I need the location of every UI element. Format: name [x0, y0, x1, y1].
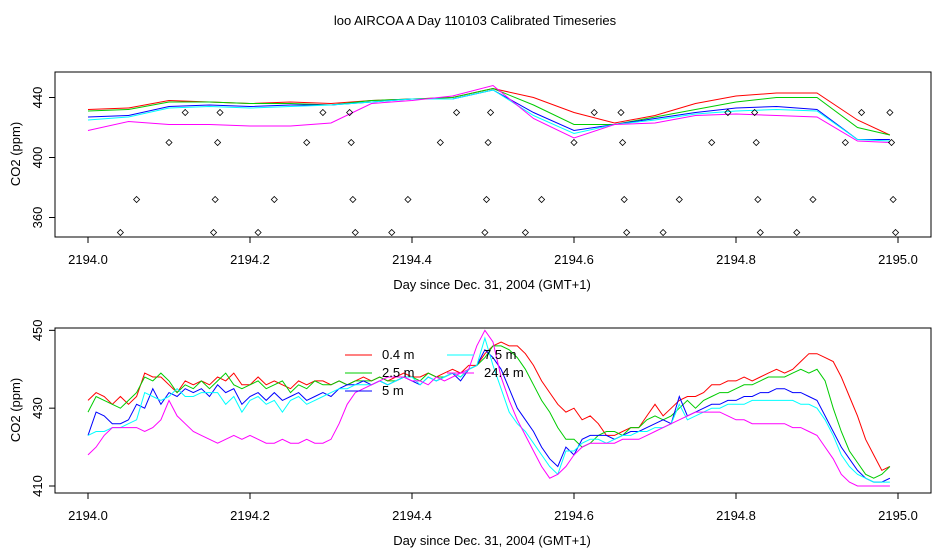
top-data-point [481, 228, 489, 237]
top-data-point [857, 108, 866, 117]
top-x-axis: 2194.0 2194.2 2194.4 2194.6 2194.8 2195.0 [68, 236, 918, 267]
bottom-x-tick-label: 2194.4 [392, 508, 432, 523]
top-data-point [346, 108, 354, 117]
bottom-x-tick-label: 2194.2 [230, 508, 270, 523]
top-plot-frame [54, 71, 932, 238]
top-x-tick-label: 2195.0 [878, 252, 918, 267]
top-x-tick-label: 2194.4 [392, 252, 432, 267]
top-y-axis: 360 400 440 [30, 87, 56, 229]
top-data-point [216, 108, 224, 117]
top-data-point [303, 138, 311, 147]
top-data-point [889, 195, 897, 204]
top-data-point [619, 138, 627, 147]
top-x-tick-label: 2194.2 [230, 252, 270, 267]
top-data-point [793, 228, 801, 237]
top-chart: 2194.0 2194.2 2194.4 2194.6 2194.8 2195.0 360… [8, 71, 932, 292]
top-y-tick-label: 360 [30, 207, 45, 229]
top-data-point [752, 138, 760, 147]
legend-label-3: 7.5 m [484, 347, 517, 362]
bottom-y-tick-label: 430 [30, 397, 45, 419]
top-data-point [892, 228, 900, 237]
top-data-point [886, 108, 894, 117]
bottom-x-axis: 2194.0 2194.2 2194.4 2194.6 2194.8 2195.0 [68, 492, 918, 523]
top-data-point [570, 138, 578, 147]
top-series-line-3 [87, 89, 890, 142]
figure-title: loo AIRCOA A Day 110103 Calibrated Times… [334, 13, 617, 28]
top-data-point [841, 138, 849, 147]
legend-label-0: 0.4 m [382, 347, 415, 362]
top-data-point [270, 195, 278, 204]
bottom-x-tick-label: 2194.0 [68, 508, 108, 523]
top-data-point [887, 138, 896, 147]
top-data-point [623, 228, 631, 237]
top-data-point [181, 108, 189, 117]
top-y-tick-label: 440 [30, 87, 45, 109]
top-data-point [349, 195, 357, 204]
top-x-axis-label: Day since Dec. 31, 2004 (GMT+1) [393, 277, 591, 292]
top-data-point [319, 108, 327, 117]
top-data-point [254, 228, 262, 237]
top-x-tick-label: 2194.6 [554, 252, 594, 267]
bottom-chart: 2194.0 2194.2 2194.4 2194.6 2194.8 2195.0 410… [8, 319, 932, 548]
top-data-point [484, 138, 492, 147]
top-y-axis-label: CO2 (ppm) [8, 122, 23, 186]
top-data-point [347, 138, 355, 147]
top-data-point [751, 108, 759, 117]
bottom-x-tick-label: 2195.0 [878, 508, 918, 523]
bottom-series-line-3 [87, 336, 890, 483]
legend-label-1: 2.5 m [382, 365, 415, 380]
bottom-series-line-0 [87, 341, 891, 472]
top-data-point [754, 195, 762, 204]
top-x-tick-label: 2194.8 [716, 252, 756, 267]
top-data-point [590, 108, 598, 117]
top-data-point [756, 228, 764, 237]
top-data-point [675, 195, 683, 204]
top-data-point [724, 108, 732, 117]
bottom-y-tick-label: 450 [30, 319, 45, 341]
legend-label-2: 5 m [382, 383, 404, 398]
top-series-layer [87, 84, 891, 143]
top-data-point [388, 228, 396, 237]
bottom-x-tick-label: 2194.6 [554, 508, 594, 523]
top-data-point [351, 228, 359, 237]
bottom-series-line-2 [87, 348, 891, 483]
top-data-point [165, 138, 173, 147]
top-data-point [133, 195, 141, 204]
top-data-point [404, 195, 412, 204]
bottom-y-axis-label: CO2 (ppm) [8, 378, 23, 442]
top-series-line-1 [87, 87, 891, 136]
top-data-point [482, 195, 491, 204]
top-series-line-0 [87, 87, 891, 136]
top-y-tick-label: 400 [30, 147, 45, 169]
top-series-line-4 [87, 84, 890, 143]
top-data-point [214, 138, 222, 147]
top-data-point [809, 195, 817, 204]
top-data-point [708, 138, 716, 147]
top-data-point [538, 195, 546, 204]
top-data-point [659, 228, 667, 237]
top-data-point [209, 228, 218, 237]
top-x-tick-label: 2194.0 [68, 252, 108, 267]
legend-label-4: 24.4 m [484, 365, 524, 380]
top-data-point [116, 228, 124, 237]
bottom-y-axis: 410 430 450 [30, 319, 56, 497]
bottom-y-tick-label: 410 [30, 475, 45, 497]
top-data-point [620, 195, 628, 204]
bottom-series-layer [87, 329, 891, 487]
top-data-point [487, 108, 495, 117]
bottom-x-tick-label: 2194.8 [716, 508, 756, 523]
bottom-x-axis-label: Day since Dec. 31, 2004 (GMT+1) [393, 533, 591, 548]
top-data-point [211, 195, 219, 204]
top-data-point [436, 138, 444, 147]
top-data-point [452, 108, 461, 117]
top-data-point [521, 228, 529, 237]
top-data-point [617, 108, 625, 117]
top-points-layer [116, 108, 900, 237]
legend: 0.4 m 2.5 m 5 m 7.5 m 24.4 m [345, 347, 524, 398]
bottom-series-line-4 [87, 329, 890, 487]
